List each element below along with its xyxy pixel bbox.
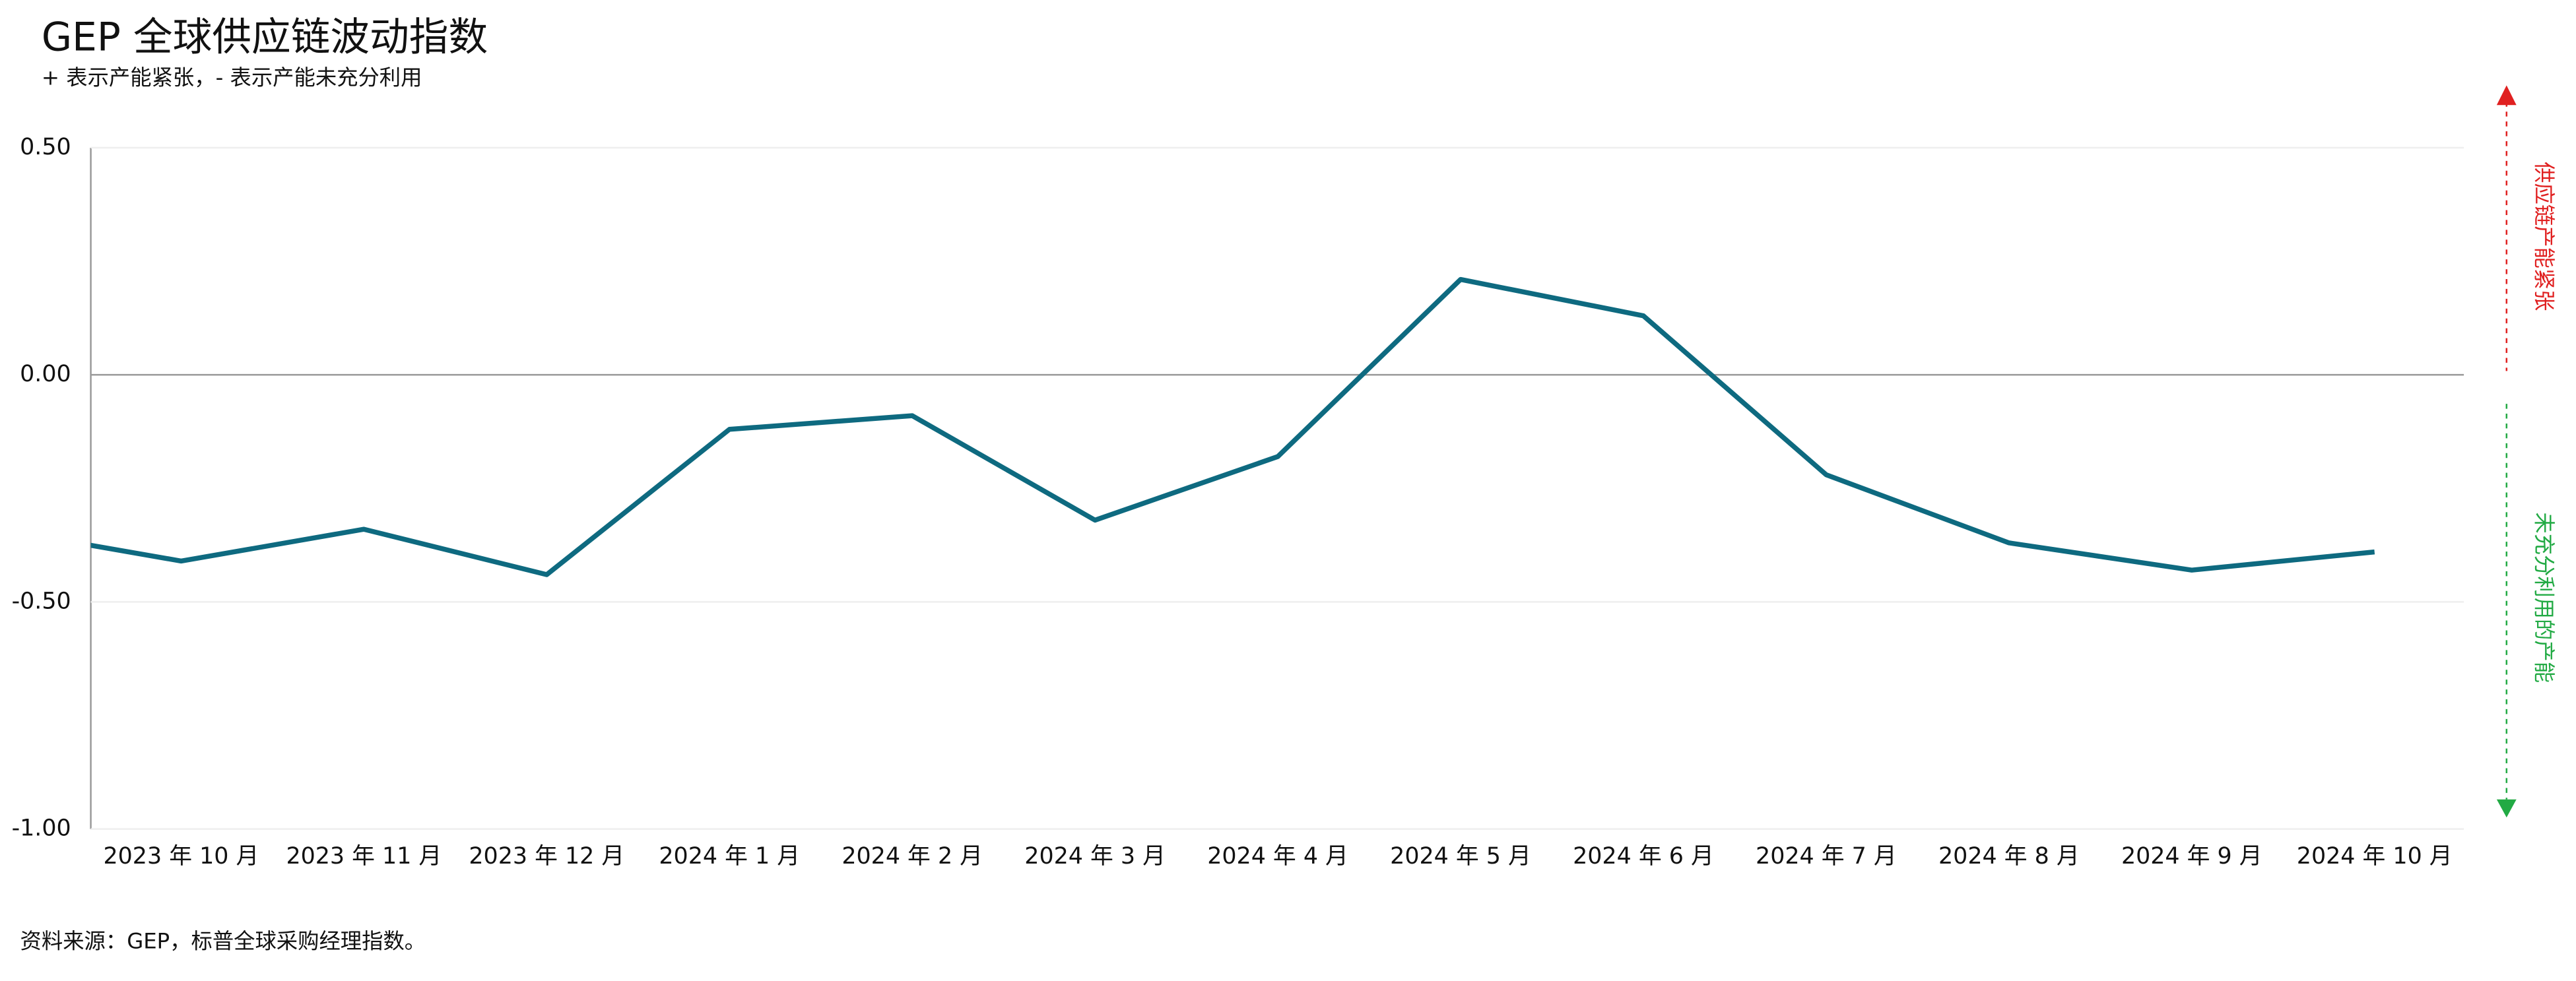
y-tick-label: 0.00 [20,361,71,387]
x-tick-label: 2023 年 10 月 [104,843,259,870]
arrow-head [2496,85,2517,106]
x-tick-label: 2023 年 12 月 [469,843,624,870]
x-tick-label: 2024 年 9 月 [2121,843,2262,870]
annotation-top: 供应链产能紧张 [2532,162,2557,311]
y-tick-label: -0.50 [12,588,71,614]
x-tick-label: 2024 年 5 月 [1390,843,1531,870]
x-tick-label: 2024 年 2 月 [842,843,983,870]
x-tick-label: 2024 年 4 月 [1207,843,1348,870]
y-tick-label: -1.00 [12,815,71,842]
source-note: 资料来源：GEP，标普全球采购经理指数。 [20,928,426,953]
x-tick-label: 2024 年 7 月 [1756,843,1897,870]
plot-area [90,276,2375,577]
annotation-bottom: 未充分利用的产能 [2532,512,2557,683]
x-tick-label: 2024 年 1 月 [659,843,800,870]
chart-subtitle: + 表示产能紧张，- 表示产能未充分利用 [42,65,422,90]
arrow-head [2496,799,2517,818]
x-tick-label: 2024 年 8 月 [1938,843,2080,870]
x-tick-label: 2024 年 6 月 [1573,843,1714,870]
chart-title: GEP 全球供应链波动指数 [42,15,488,60]
x-tick-label: 2023 年 11 月 [286,843,442,870]
line-series [90,276,2375,577]
x-tick-label: 2024 年 10 月 [2297,843,2453,870]
y-tick-label: 0.50 [20,134,71,160]
x-tick-label: 2024 年 3 月 [1024,843,1166,870]
